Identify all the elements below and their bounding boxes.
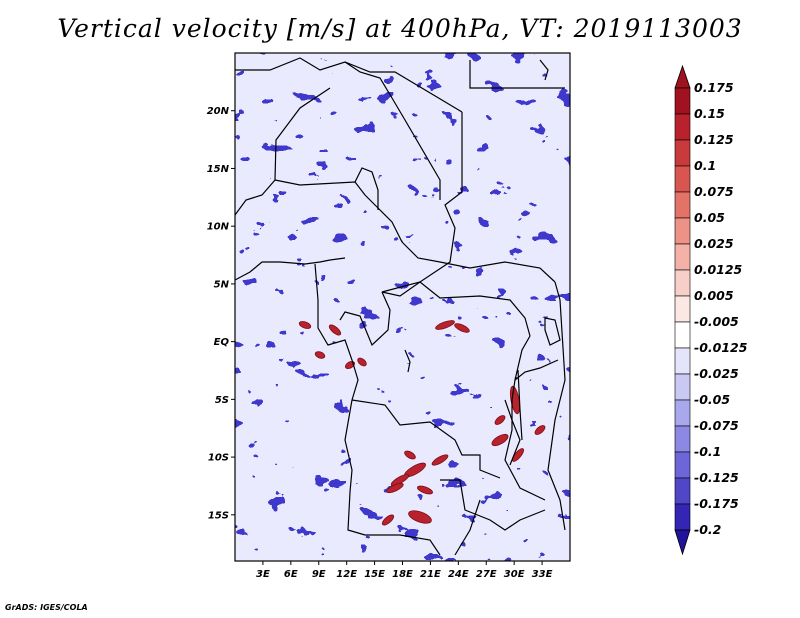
updraft-cell	[494, 415, 506, 425]
colorbar-swatch	[674, 87, 691, 115]
updraft-cell	[511, 448, 525, 462]
grads-credit: GrADS: IGES/COLA	[5, 603, 88, 612]
colorbar-swatch	[674, 347, 691, 375]
colorbar-label: -0.075	[694, 418, 739, 433]
lon-tick-label: 21E	[420, 569, 441, 580]
colorbar-swatch	[674, 165, 691, 193]
colorbar-label: 0.005	[694, 288, 734, 303]
colorbar-swatch	[674, 269, 691, 297]
updraft-cell	[386, 482, 404, 494]
updraft-cell	[404, 450, 416, 460]
updraft-cell	[534, 425, 546, 435]
lon-tick-label: 6E	[284, 569, 298, 580]
colorbar-label: -0.005	[694, 314, 739, 329]
longitude-axis: 3E 6E 9E 12E 15E 18E 21E 24E 27E 30E 33E	[256, 561, 553, 580]
lat-tick-label: 20N	[207, 106, 230, 117]
updraft-cell	[417, 485, 433, 495]
updraft-cell	[435, 320, 455, 330]
lat-tick-label: 10S	[208, 453, 229, 464]
updraft-cell	[390, 473, 410, 487]
lat-tick-label: 15S	[208, 510, 229, 521]
colorbar: 0.175 0.15 0.125 0.1 0.075 0.05 0.025 0.0125 0.0…	[674, 64, 748, 556]
updraft-cell	[491, 433, 509, 447]
colorbar-swatch	[674, 399, 691, 427]
colorbar-label: 0.1	[694, 158, 716, 173]
lon-tick-label: 27E	[476, 569, 497, 580]
updraft-cell	[314, 351, 326, 359]
colorbar-label: -0.175	[694, 496, 739, 511]
lon-tick-label: 30E	[504, 569, 525, 580]
lat-tick-label: 5S	[215, 395, 229, 406]
colorbar-label: 0.075	[694, 184, 734, 199]
updraft-cell	[381, 514, 395, 526]
country-borders	[235, 57, 566, 556]
updraft-cell	[298, 321, 312, 329]
colorbar-label: 0.025	[694, 236, 734, 251]
colorbar-swatch	[674, 113, 691, 141]
lon-tick-label: 9E	[312, 569, 326, 580]
plot-title: Vertical velocity [m/s] at 400hPa, VT: 2…	[57, 14, 743, 43]
colorbar-swatch	[674, 295, 691, 323]
strong-updraft-cells	[298, 320, 546, 526]
lat-tick-label: 5N	[214, 279, 230, 290]
colorbar-label: -0.0125	[694, 340, 748, 355]
colorbar-label: -0.025	[694, 366, 739, 381]
colorbar-label: -0.2	[694, 522, 721, 537]
lat-tick-label: 15N	[207, 164, 230, 175]
updraft-cell	[357, 357, 367, 367]
colorbar-swatch	[674, 217, 691, 245]
updraft-cell	[345, 360, 355, 370]
lon-tick-label: 24E	[448, 569, 469, 580]
colorbar-swatch	[674, 321, 691, 349]
updraft-cell	[454, 323, 470, 333]
colorbar-top-arrow	[674, 64, 691, 89]
colorbar-swatch	[674, 477, 691, 505]
colorbar-label: 0.15	[694, 106, 725, 121]
updraft-cell	[431, 454, 449, 466]
latitude-axis: 20N 15N 10N 5N EQ 5S 10S 15S	[207, 106, 235, 521]
colorbar-label: 0.175	[694, 80, 734, 95]
colorbar-label: -0.125	[694, 470, 739, 485]
updraft-cell	[328, 324, 342, 336]
updraft-cell	[408, 510, 432, 524]
colorbar-swatch	[674, 139, 691, 167]
lat-tick-label: 10N	[207, 222, 230, 233]
colorbar-swatch	[674, 243, 691, 271]
colorbar-swatch	[674, 425, 691, 453]
colorbar-swatch	[674, 373, 691, 401]
colorbar-label: 0.0125	[694, 262, 743, 277]
colorbar-label: -0.05	[694, 392, 730, 407]
colorbar-label: -0.1	[694, 444, 721, 459]
colorbar-label: 0.125	[694, 132, 734, 147]
colorbar-label: 0.05	[694, 210, 725, 225]
colorbar-swatch	[674, 191, 691, 219]
colorbar-swatch	[674, 503, 691, 531]
lon-tick-label: 33E	[532, 569, 553, 580]
lon-tick-label: 3E	[256, 569, 270, 580]
lat-tick-label: EQ	[214, 337, 230, 348]
lon-tick-label: 18E	[392, 569, 413, 580]
lon-tick-label: 15E	[364, 569, 385, 580]
colorbar-swatch	[674, 451, 691, 479]
colorbar-bottom-arrow	[674, 529, 691, 556]
lon-tick-label: 12E	[336, 569, 357, 580]
